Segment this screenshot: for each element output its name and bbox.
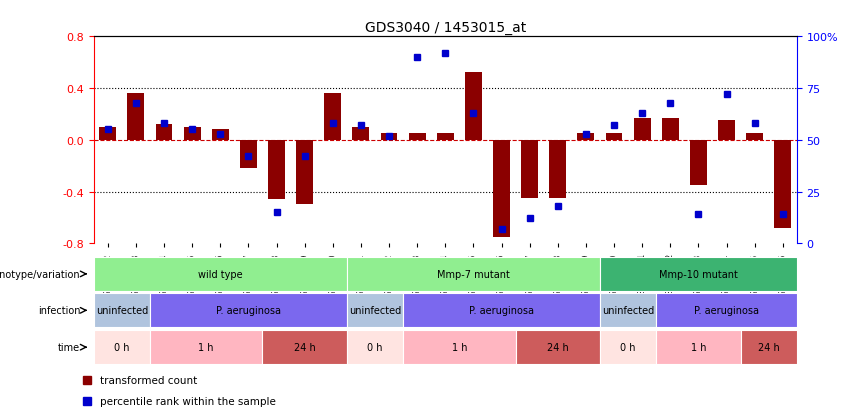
Text: Mmp-7 mutant: Mmp-7 mutant [437, 269, 510, 279]
Bar [409, 134, 425, 140]
Text: percentile rank within the sample: percentile rank within the sample [100, 396, 276, 406]
Bar [521, 140, 538, 199]
Bar [240, 140, 257, 169]
Text: time: time [58, 342, 80, 352]
Bar [184, 128, 201, 140]
Bar [155, 125, 173, 140]
Text: wild type: wild type [198, 269, 243, 279]
Bar [661, 119, 679, 140]
Text: 0 h: 0 h [114, 342, 129, 352]
Bar [634, 119, 651, 140]
Text: uninfected: uninfected [95, 306, 148, 316]
Bar [325, 94, 341, 140]
Text: 0 h: 0 h [621, 342, 636, 352]
Bar [268, 140, 285, 200]
Bar [746, 134, 763, 140]
Text: genotype/variation: genotype/variation [0, 269, 80, 279]
Text: Mmp-10 mutant: Mmp-10 mutant [659, 269, 738, 279]
Bar [493, 140, 510, 237]
Text: 1 h: 1 h [199, 342, 214, 352]
Bar [296, 140, 313, 205]
Bar [718, 121, 735, 140]
Text: infection: infection [37, 306, 80, 316]
Text: transformed count: transformed count [100, 375, 197, 385]
Bar [690, 140, 707, 185]
Text: 1 h: 1 h [451, 342, 467, 352]
Text: 1 h: 1 h [691, 342, 707, 352]
Bar [606, 134, 622, 140]
Bar [577, 134, 595, 140]
Bar [465, 74, 482, 140]
Bar [128, 94, 144, 140]
Text: 24 h: 24 h [547, 342, 569, 352]
Text: uninfected: uninfected [349, 306, 401, 316]
Bar [352, 128, 370, 140]
Text: P. aeruginosa: P. aeruginosa [216, 306, 281, 316]
Bar [774, 140, 792, 228]
Bar [380, 134, 398, 140]
Text: 24 h: 24 h [293, 342, 316, 352]
Text: P. aeruginosa: P. aeruginosa [469, 306, 534, 316]
Bar [437, 134, 454, 140]
Text: 24 h: 24 h [758, 342, 779, 352]
Bar [549, 140, 566, 199]
Bar [99, 128, 116, 140]
Text: P. aeruginosa: P. aeruginosa [694, 306, 759, 316]
Bar [212, 130, 229, 140]
Title: GDS3040 / 1453015_at: GDS3040 / 1453015_at [365, 21, 526, 35]
Text: uninfected: uninfected [602, 306, 654, 316]
Text: 0 h: 0 h [367, 342, 383, 352]
